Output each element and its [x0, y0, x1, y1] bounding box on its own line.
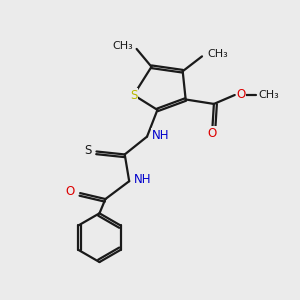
Text: S: S [130, 88, 137, 101]
Text: O: O [208, 127, 217, 140]
Text: CH₃: CH₃ [112, 41, 133, 51]
Text: CH₃: CH₃ [259, 90, 279, 100]
Text: O: O [236, 88, 245, 101]
Text: S: S [84, 143, 91, 157]
Text: O: O [66, 185, 75, 198]
Text: NH: NH [134, 173, 151, 186]
Text: CH₃: CH₃ [207, 49, 228, 59]
Text: NH: NH [152, 129, 169, 142]
